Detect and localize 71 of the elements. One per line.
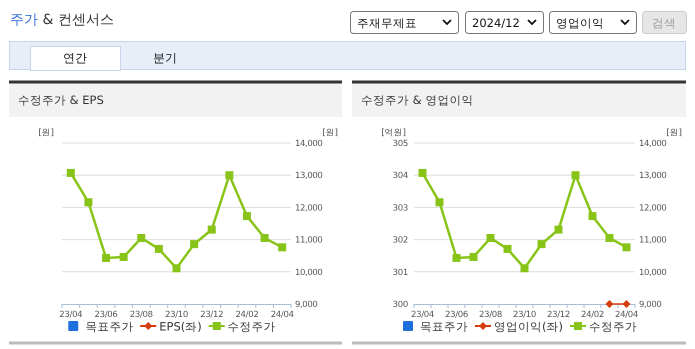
x-tick-label: 23/10 [165,310,188,320]
y2-tick-label: 14,000 [295,139,322,149]
chart-title: 수정주가 & EPS [18,93,104,107]
y2-tick-label: 10,000 [295,268,322,278]
x-tick-label: 24/02 [581,310,604,320]
y2-axis-title: [원] [322,128,338,138]
x-tick-label: 23/08 [130,310,153,320]
point [84,198,92,206]
legend-label: 영업이익(좌) [494,320,563,334]
x-tick-label: 24/02 [235,310,258,320]
legend-label: 수정주가 [228,320,276,334]
point [520,264,528,272]
point [260,234,269,242]
x-tick-label: 24/04 [615,310,638,320]
point [208,226,216,234]
x-tick-label: 23/12 [200,310,224,320]
chart-title: 수정주가 & 영업이익 [361,93,474,107]
x-tick-label: 23/04 [411,310,434,320]
y2-tick-label: 10,000 [639,268,666,278]
y2-tick-label: 14,000 [639,139,666,149]
y-tick-label: 300 [392,300,408,310]
point [190,240,198,248]
y2-tick-label: 11,000 [639,236,666,246]
x-tick-label: 23/04 [59,310,82,320]
point [436,198,444,206]
legend-label: 수정주가 [588,320,637,334]
point [418,168,426,177]
x-tick-label: 23/10 [513,310,536,320]
point [242,212,251,220]
point [588,212,596,220]
point [622,243,630,252]
y2-tick-label: 13,000 [639,171,666,182]
legend-label: 목표주가 [85,320,134,334]
point [538,240,546,248]
point [278,243,286,252]
point [137,234,146,242]
point [606,234,614,242]
point [120,252,128,261]
point [504,244,512,253]
point [470,252,478,261]
x-tick-label: 23/06 [445,310,468,320]
y2-axis-title: [원] [666,128,682,138]
point [486,234,494,242]
title: 주가 & 컨센서스 [10,12,114,28]
point [554,226,562,234]
y2-tick-label: 9,000 [295,300,318,310]
y2-tick-label: 11,000 [295,236,322,246]
y2-tick-label: 12,000 [295,203,322,214]
y2-tick-label: 12,000 [639,203,666,214]
y-tick-label: 304 [392,171,408,182]
y-tick-label: 302 [392,236,408,246]
legend-label: EPS(좌) [159,320,202,334]
y2-tick-label: 9,000 [639,300,662,310]
x-tick-label: 23/06 [94,310,118,320]
y-axis-title: [억원] [381,128,406,138]
point [452,254,460,262]
point [102,254,110,262]
point [225,171,234,180]
x-tick-label: 24/04 [270,310,294,320]
y-tick-label: 305 [392,139,408,149]
y2-tick-label: 13,000 [295,171,322,182]
y-axis-title: [원] [38,128,54,138]
point [66,168,75,177]
legend-label: 목표주가 [420,320,468,334]
point [572,171,580,180]
x-tick-label: 23/12 [547,310,570,320]
y-tick-label: 301 [392,268,408,278]
point [154,244,163,253]
y-tick-label: 303 [392,203,408,214]
point [172,264,180,272]
x-tick-label: 23/08 [479,310,502,320]
